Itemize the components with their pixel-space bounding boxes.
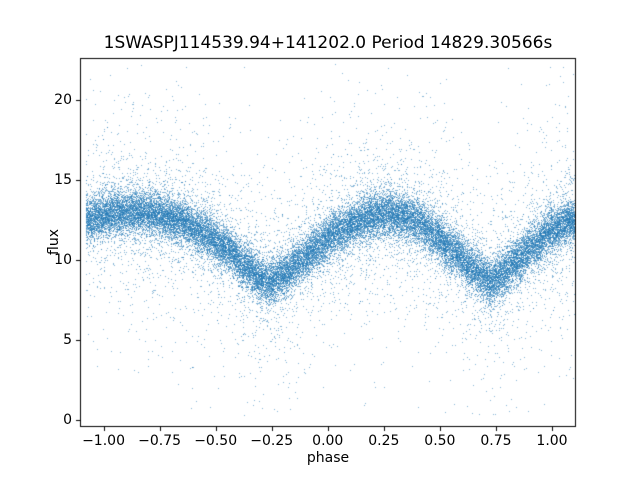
y-tick-label: 20 (54, 91, 72, 108)
x-tick-label: 0.50 (424, 433, 456, 449)
x-tick-label: 0.25 (368, 433, 400, 449)
x-tick-label: −1.00 (82, 433, 125, 449)
x-tick-label: −0.50 (194, 433, 238, 449)
y-tick-label: 0 (63, 412, 72, 429)
x-axis-label: phase (306, 450, 350, 466)
y-tick-label: 5 (63, 332, 72, 349)
x-tick-label: −0.25 (250, 433, 294, 449)
y-tick-label: 10 (54, 251, 72, 268)
chart-title: 1SWASPJ114539.94+141202.0 Period 14829.3… (103, 33, 553, 53)
y-tick-label: 15 (54, 171, 72, 188)
x-tick-label: −0.75 (138, 433, 182, 449)
x-tick-label: 1.00 (536, 433, 568, 449)
x-tick-label: 0.75 (480, 433, 512, 449)
x-tick-label: 0.00 (312, 433, 344, 449)
